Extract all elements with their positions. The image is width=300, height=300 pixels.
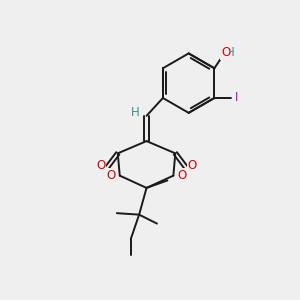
Text: O: O: [221, 46, 230, 59]
Text: I: I: [235, 92, 238, 104]
Text: H: H: [131, 106, 140, 119]
Text: O: O: [96, 160, 105, 172]
Text: O: O: [107, 169, 116, 182]
Text: O: O: [188, 160, 197, 172]
Text: O: O: [177, 169, 186, 182]
Text: H: H: [226, 46, 234, 59]
